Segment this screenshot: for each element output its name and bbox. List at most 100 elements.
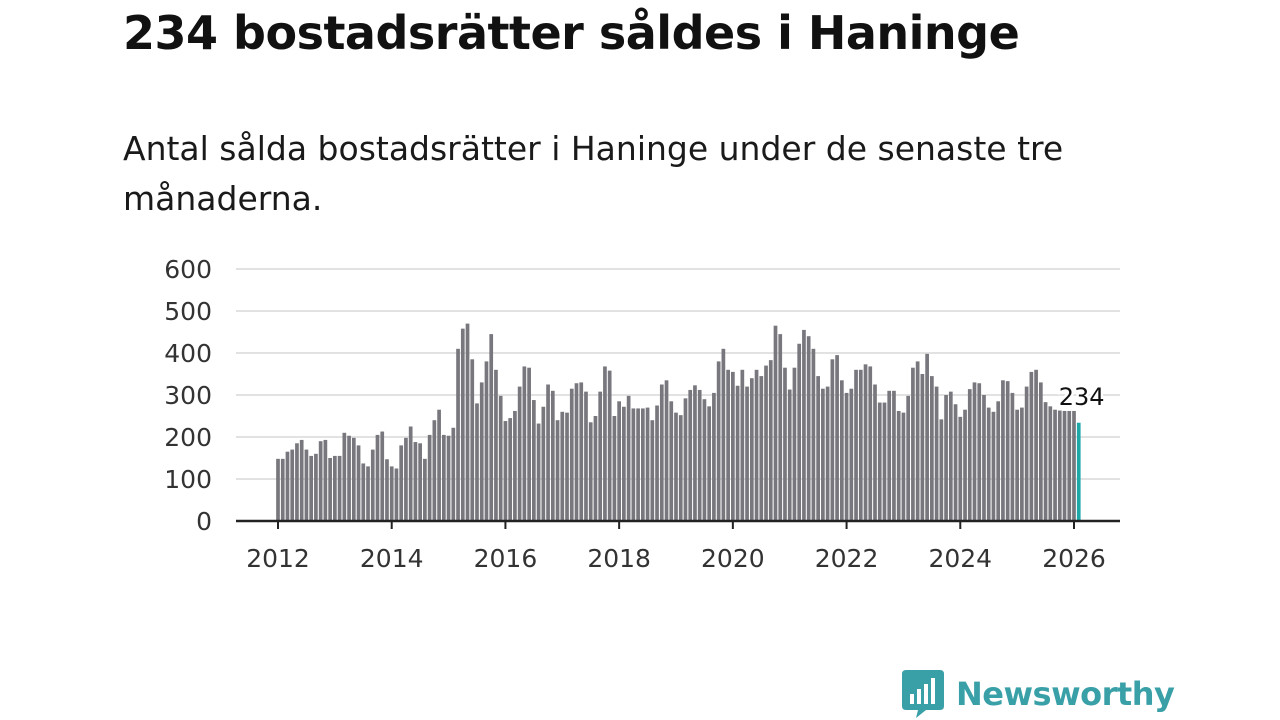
bar <box>304 449 309 521</box>
bar <box>674 412 678 521</box>
axes <box>236 519 1120 529</box>
bar <box>811 348 816 521</box>
bar <box>333 455 337 521</box>
bar <box>991 411 996 521</box>
bar <box>792 367 797 521</box>
bar <box>380 431 385 521</box>
bar <box>1062 410 1067 521</box>
bar <box>626 395 631 521</box>
bar <box>967 389 972 521</box>
bar <box>295 443 299 521</box>
x-tick-label: 2026 <box>1042 544 1106 573</box>
bar <box>285 451 290 521</box>
bar <box>323 439 328 521</box>
bar <box>645 407 650 521</box>
bar <box>963 409 967 521</box>
bar <box>783 367 787 521</box>
bar <box>934 386 939 521</box>
bar <box>882 402 887 521</box>
bar <box>1067 410 1072 521</box>
bar <box>498 395 503 521</box>
bar <box>873 384 877 521</box>
x-tick-label: 2024 <box>928 544 992 573</box>
x-tick-label: 2020 <box>701 544 765 573</box>
bar <box>1005 381 1010 521</box>
newsworthy-logo: Newsworthy <box>902 670 1175 718</box>
bar <box>1024 386 1029 521</box>
bar <box>399 445 404 521</box>
bar <box>915 361 920 521</box>
y-tick-label: 500 <box>164 297 212 326</box>
bar <box>1057 410 1062 521</box>
bar <box>508 418 513 521</box>
bar <box>318 441 323 521</box>
bar <box>503 421 508 521</box>
bar <box>351 437 356 521</box>
bar <box>996 401 1001 521</box>
bar <box>423 458 427 521</box>
bar <box>849 388 854 521</box>
bar <box>565 412 569 521</box>
bar <box>664 380 669 521</box>
bar <box>735 385 740 521</box>
bar <box>958 416 963 521</box>
bar <box>693 385 697 521</box>
bar <box>787 389 792 521</box>
bar <box>659 384 664 521</box>
bar <box>854 369 858 521</box>
bar <box>688 389 693 521</box>
bar <box>830 359 835 521</box>
bar <box>768 360 773 521</box>
bar <box>896 410 901 521</box>
bar <box>550 390 555 521</box>
bar <box>328 458 332 521</box>
bar <box>366 466 370 521</box>
bar <box>636 408 640 521</box>
bar <box>513 410 517 521</box>
bar <box>650 420 655 521</box>
bar <box>640 408 645 521</box>
bar <box>465 323 470 521</box>
bar <box>479 382 484 521</box>
bar <box>806 336 811 521</box>
bar <box>868 366 873 521</box>
newsworthy-logo-icon <box>902 670 944 718</box>
bar <box>740 369 745 521</box>
bar <box>1048 406 1053 521</box>
bar <box>678 415 683 521</box>
bar <box>1034 369 1038 521</box>
y-tick-label: 100 <box>164 465 212 494</box>
bar <box>276 458 280 521</box>
bar <box>1043 402 1048 521</box>
bar <box>475 403 479 521</box>
bar <box>944 395 948 521</box>
y-tick-label: 0 <box>196 507 212 536</box>
bar <box>1015 409 1019 521</box>
bar <box>437 409 441 521</box>
bar <box>337 455 342 521</box>
bar <box>598 391 603 521</box>
x-tick-label: 2022 <box>815 544 879 573</box>
bar <box>569 388 574 521</box>
bar <box>394 468 399 521</box>
bar <box>754 369 759 521</box>
bar <box>697 389 702 521</box>
bar <box>1029 371 1034 521</box>
bar <box>441 434 446 521</box>
bar <box>816 376 820 521</box>
x-tick-label: 2012 <box>246 544 310 573</box>
x-tick-label: 2018 <box>587 544 651 573</box>
bar <box>456 348 460 521</box>
bar <box>470 359 475 521</box>
bar <box>1010 392 1015 521</box>
bar <box>280 458 285 521</box>
bar <box>877 402 882 521</box>
bar <box>982 395 986 521</box>
bar <box>1020 407 1024 521</box>
bar <box>484 361 489 521</box>
bar <box>356 445 361 521</box>
bar <box>446 435 451 521</box>
bar <box>607 370 612 521</box>
bar <box>522 366 527 521</box>
